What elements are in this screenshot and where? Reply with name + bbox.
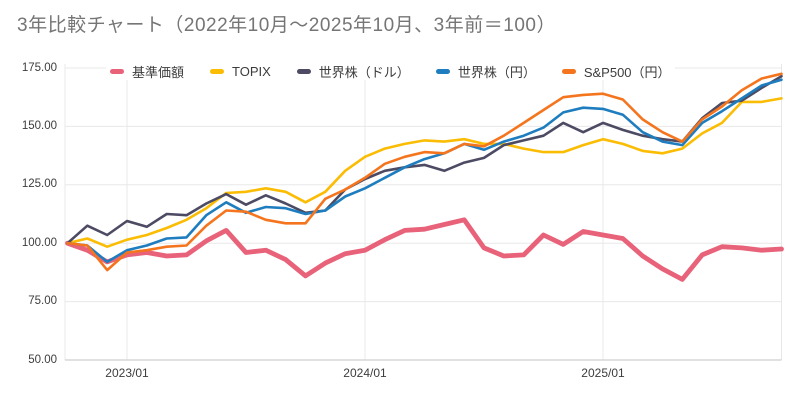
legend-label-topix: TOPIX (232, 63, 271, 79)
series-line-kijun-kagaku (65, 217, 784, 282)
legend-swatch-kijun-kagaku (110, 68, 124, 74)
legend-swatch-sp500-en (561, 68, 576, 74)
legend-swatch-sekaikabu-en (435, 68, 450, 74)
y-tick-label: 50.00 (28, 353, 57, 366)
legend-item-kijun-kagaku: 基準価額 (110, 62, 184, 81)
y-tick-label: 100.00 (21, 236, 57, 249)
legend-item-sekaikabu-en: 世界株（円） (435, 62, 536, 81)
legend-item-sp500-en: S&P500（円） (561, 62, 671, 81)
legend-label-kijun-kagaku: 基準価額 (132, 64, 185, 80)
legend-label-sekaikabu-doru: 世界株（ドル） (318, 64, 410, 80)
x-tick-label: 2024/01 (343, 366, 387, 380)
x-tick-label: 2025/01 (581, 366, 625, 380)
series-line-topix (66, 97, 783, 248)
y-tick-label: 175.00 (21, 61, 57, 74)
legend-swatch-sekaikabu-doru (296, 68, 311, 74)
series-line-sekaikabu-en (66, 78, 783, 264)
legend-item-sekaikabu-doru: 世界株（ドル） (296, 62, 410, 81)
series-line-sekaikabu-doru (66, 74, 783, 245)
legend-swatch-topix (210, 68, 225, 74)
chart-legend: 基準価額 TOPIX 世界株（ドル） 世界株（円） S&P500（円） (106, 62, 675, 80)
y-tick-label: 150.00 (21, 119, 57, 132)
y-tick-label: 75.00 (28, 295, 57, 308)
legend-label-sp500-en: S&P500（円） (583, 64, 671, 80)
chart-title: 3年比較チャート（2022年10月〜2025年10月、3年前＝100） (17, 15, 556, 36)
series-line-sp500-en (66, 72, 783, 272)
x-tick-label: 2023/01 (105, 366, 149, 380)
legend-item-topix: TOPIX (210, 64, 271, 79)
legend-label-sekaikabu-en: 世界株（円） (457, 64, 536, 80)
y-tick-label: 125.00 (21, 178, 57, 191)
